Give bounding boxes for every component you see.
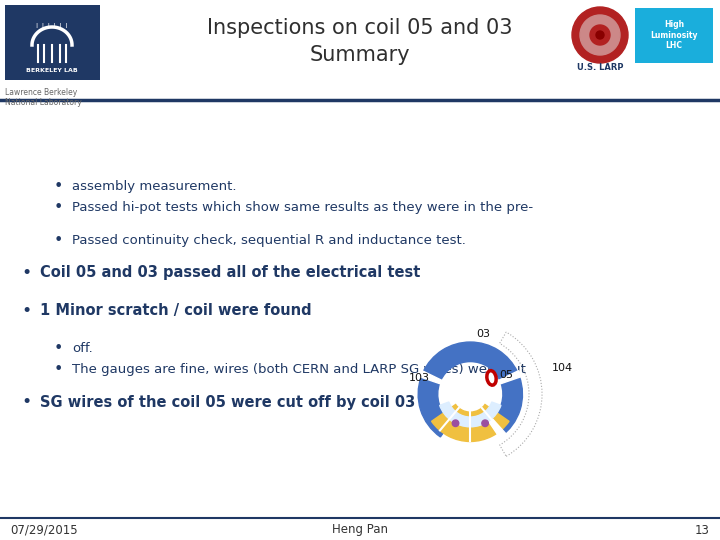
- Text: 103: 103: [409, 373, 431, 383]
- Text: •: •: [54, 233, 63, 248]
- FancyBboxPatch shape: [635, 8, 713, 63]
- Text: •: •: [22, 264, 32, 282]
- Text: 03: 03: [477, 329, 490, 339]
- Wedge shape: [440, 402, 501, 427]
- Text: Passed continuity check, sequential R and inductance test.: Passed continuity check, sequential R an…: [72, 234, 466, 247]
- Text: Lawrence Berkeley
National Laboratory: Lawrence Berkeley National Laboratory: [5, 88, 82, 107]
- Wedge shape: [487, 417, 506, 439]
- Text: •: •: [54, 341, 63, 356]
- Text: High
Luminosity
LHC: High Luminosity LHC: [650, 20, 698, 50]
- Text: 07/29/2015: 07/29/2015: [10, 523, 78, 537]
- Text: •: •: [54, 179, 63, 194]
- Circle shape: [580, 15, 620, 55]
- Circle shape: [590, 25, 610, 45]
- Circle shape: [482, 420, 488, 427]
- Circle shape: [596, 31, 604, 39]
- Text: |  |  |  |  |  |: | | | | | |: [36, 23, 68, 28]
- Text: 104: 104: [552, 363, 573, 373]
- Text: 13: 13: [695, 523, 710, 537]
- Wedge shape: [423, 342, 518, 380]
- Text: SG wires of the coil 05 were cut off by coil 03: SG wires of the coil 05 were cut off by …: [40, 395, 415, 410]
- Text: Summary: Summary: [310, 45, 410, 65]
- FancyBboxPatch shape: [5, 5, 100, 80]
- Text: •: •: [54, 362, 63, 377]
- Wedge shape: [431, 404, 509, 442]
- Text: assembly measurement.: assembly measurement.: [72, 180, 236, 193]
- Wedge shape: [420, 370, 443, 384]
- Text: 1 Minor scratch / coil were found: 1 Minor scratch / coil were found: [40, 303, 311, 318]
- Text: off.: off.: [72, 342, 93, 355]
- Text: Coil 05 and 03 passed all of the electrical test: Coil 05 and 03 passed all of the electri…: [40, 265, 420, 280]
- Circle shape: [572, 7, 628, 63]
- Text: BERKELEY LAB: BERKELEY LAB: [26, 68, 78, 72]
- Wedge shape: [418, 376, 451, 437]
- Text: Inspections on coil 05 and 03: Inspections on coil 05 and 03: [207, 18, 513, 38]
- Text: Heng Pan: Heng Pan: [332, 523, 388, 537]
- Text: •: •: [54, 200, 63, 215]
- Text: •: •: [22, 393, 32, 411]
- Text: 05: 05: [499, 370, 513, 380]
- Wedge shape: [498, 370, 521, 384]
- Text: •: •: [22, 301, 32, 320]
- Circle shape: [452, 420, 459, 427]
- Text: The gauges are fine, wires (both CERN and LARP SG wires) were cut: The gauges are fine, wires (both CERN an…: [72, 363, 526, 376]
- Text: U.S. LARP: U.S. LARP: [577, 64, 624, 72]
- Wedge shape: [489, 376, 523, 437]
- Text: Passed hi-pot tests which show same results as they were in the pre-: Passed hi-pot tests which show same resu…: [72, 201, 533, 214]
